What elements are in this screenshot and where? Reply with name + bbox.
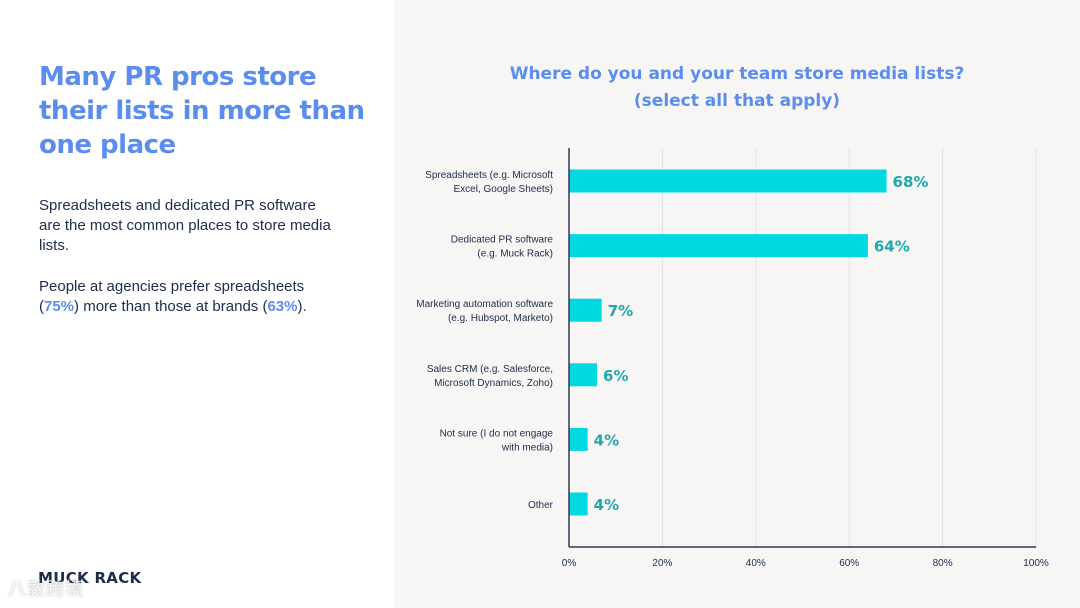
category-label: with media)	[501, 442, 553, 453]
agency-paragraph-end: ).	[297, 298, 307, 315]
x-tick-label: 0%	[562, 558, 577, 569]
category-label: Not sure (I do not engage	[440, 428, 554, 439]
data-label: 6%	[603, 367, 628, 385]
agency-paragraph-middle: ) more than those at brands (	[74, 298, 268, 315]
bar	[569, 169, 887, 193]
bar	[569, 298, 602, 322]
x-tick-label: 100%	[1023, 558, 1049, 569]
category-label: (e.g. Muck Rack)	[477, 249, 553, 260]
chart-title-line2: (select all that apply)	[633, 91, 841, 111]
data-label: 4%	[594, 431, 619, 449]
agency-paragraph: People at agencies prefer spreadsheets (…	[39, 277, 339, 317]
x-tick-label: 60%	[839, 558, 859, 569]
chart-title-line1: Where do you and your team store media l…	[509, 64, 965, 84]
data-label: 64%	[874, 238, 910, 256]
bar	[569, 427, 588, 451]
bar-chart: 0% 20% 40% 60% 80% 100% 68% Spreadsheets (e.g. …	[416, 148, 1049, 569]
bar	[569, 234, 868, 258]
category-label: Excel, Google Sheets)	[454, 184, 554, 195]
category-label: Dedicated PR software	[451, 235, 554, 246]
data-label: 68%	[893, 173, 929, 191]
category-label: Sales CRM (e.g. Salesforce,	[427, 364, 553, 375]
x-tick-label: 20%	[652, 558, 672, 569]
agency-paragraph-start: People at agencies prefer spreadsheets (	[39, 278, 305, 315]
x-tick-label: 40%	[746, 558, 766, 569]
category-label: Microsoft Dynamics, Zoho)	[434, 378, 553, 389]
category-label: Marketing automation software	[416, 299, 553, 310]
category-label: Spreadsheets (e.g. Microsoft	[425, 170, 553, 181]
watermark: 八敦跨境	[8, 579, 84, 599]
chart-title: Where do you and your team store media l…	[394, 61, 1080, 115]
muck-rack-logo: MUCK RACK	[38, 569, 142, 587]
brand-percent: 63%	[267, 298, 298, 315]
page-title: Many PR pros store their lists in more t…	[39, 62, 365, 160]
data-label: 4%	[594, 496, 619, 514]
agency-percent: 75%	[44, 298, 75, 315]
left-panel: Many PR pros store their lists in more t…	[0, 0, 394, 608]
summary-paragraph: Spreadsheets and dedicated PR software a…	[39, 197, 331, 254]
category-label: (e.g. Hubspot, Marketo)	[448, 313, 553, 324]
data-label: 7%	[608, 302, 633, 320]
x-tick-label: 80%	[933, 558, 953, 569]
chart-panel	[394, 0, 1080, 608]
category-label: Other	[528, 500, 554, 511]
bar	[569, 363, 598, 387]
bar	[569, 492, 588, 516]
